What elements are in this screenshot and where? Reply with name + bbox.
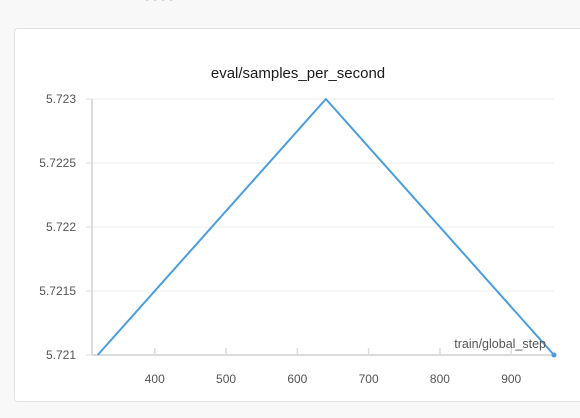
x-tick-label: 500: [216, 372, 236, 386]
chart-title: eval/samples_per_second: [211, 65, 385, 82]
series: [96, 98, 557, 358]
x-tick-label: 800: [430, 372, 450, 386]
chart-panel: [14, 28, 580, 402]
tick-labels: 5.721 5.7215 5.722 5.7225 5.723 400 500 600 700 8…: [39, 92, 521, 386]
y-tick-label: 5.721: [46, 348, 76, 362]
y-tick-label: 5.723: [46, 92, 76, 106]
y-tick-label: 5.722: [46, 220, 76, 234]
x-tick-label: 400: [145, 372, 165, 386]
drag-handle-icon[interactable]: [144, 0, 184, 5]
grid: [92, 98, 554, 356]
x-tick-label: 700: [359, 372, 379, 386]
x-axis-title: train/global_step: [454, 337, 546, 351]
axes: [86, 98, 554, 356]
series-line: [96, 98, 555, 356]
y-tick-label: 5.7225: [39, 156, 76, 170]
x-tick-label: 600: [287, 372, 307, 386]
y-tick-label: 5.7215: [39, 284, 76, 298]
series-point: [551, 352, 557, 358]
x-tick-label: 900: [501, 372, 521, 386]
